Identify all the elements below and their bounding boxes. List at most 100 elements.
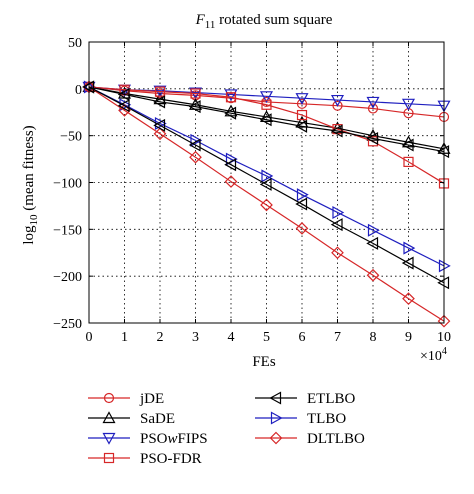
x-tick-label: 2 [157, 330, 164, 345]
legend-marker [270, 411, 283, 425]
x-axis-label: FEs [252, 354, 276, 370]
dltlbo-point [366, 268, 380, 282]
legend-marker [103, 392, 115, 404]
x-tick-label: 4 [228, 330, 235, 345]
etlbo-point [188, 100, 201, 114]
etlbo-extra-point [295, 197, 308, 211]
title-subscript: 11 [205, 19, 216, 31]
etlbo-extra-point [153, 118, 166, 132]
legend: jDE SaDE PSOwFIPS PSO-FDR ETLBO TLBO DLTLBO [88, 391, 365, 467]
psowfips-line [88, 86, 445, 107]
y-tick-label: 0 [75, 83, 82, 98]
dltlbo-point [402, 292, 415, 305]
x-tick-label: 7 [334, 330, 341, 345]
sade-point [401, 135, 416, 148]
sade-point [259, 110, 274, 123]
x-tick-label: 0 [86, 330, 93, 345]
jde-point [332, 100, 343, 111]
legend-label: PSOwFIPS [140, 431, 208, 447]
dltlbo-point [118, 104, 131, 117]
y-tick-label: −200 [53, 270, 82, 285]
psowfips-point [224, 89, 238, 102]
legend-label: TLBO [307, 411, 346, 427]
etlbo-point [401, 138, 414, 152]
dltlbo-point [295, 222, 309, 235]
psowfips-point [330, 94, 345, 107]
etlbo-point [259, 113, 272, 127]
etlbo-point [224, 106, 237, 120]
etlbo-extra-point [117, 99, 130, 113]
dltlbo-line [88, 86, 445, 322]
legend-label: SaDE [140, 411, 175, 427]
etlbo-extra-point [188, 138, 201, 152]
x-tick-label: 5 [263, 330, 270, 345]
tlbo-series [83, 80, 451, 273]
jde-point [296, 98, 308, 109]
dltlbo-point [153, 127, 167, 141]
legend-item-jde: jDE [88, 391, 164, 407]
x-tick-label: 10 [437, 330, 451, 345]
dltlbo-point [189, 150, 202, 164]
tlbo-line [88, 86, 445, 267]
pso-fdr-point [154, 86, 166, 97]
psowfips-point [295, 93, 309, 105]
x-tick-label: 3 [192, 330, 199, 345]
legend-label: jDE [139, 391, 164, 407]
legend-item-sade: SaDE [88, 411, 175, 427]
etlbo-extra-point [366, 236, 379, 250]
y-tick-label: −100 [53, 177, 82, 192]
etlbo-extra-point [224, 158, 237, 172]
dltlbo-series [82, 80, 451, 328]
series-lines [82, 80, 451, 328]
legend-item-etlbo: ETLBO [255, 391, 355, 407]
y-tick-label: −250 [53, 317, 82, 332]
legend-item-pso-fdr: PSO-FDR [88, 451, 202, 467]
pso-fdr-point [403, 156, 414, 167]
grid [89, 42, 444, 323]
pso-fdr-point [296, 109, 308, 121]
chart-title: F11 rotated sum square [195, 12, 333, 31]
etlbo-point [153, 95, 166, 109]
psowfips-point [401, 98, 416, 111]
legend-marker [102, 411, 116, 424]
jde-point [367, 103, 379, 114]
sade-point [366, 128, 380, 141]
legend-label: DLTLBO [307, 431, 365, 447]
sade-point [153, 92, 167, 105]
etlbo-point [117, 87, 130, 101]
y-tick-label: −50 [60, 130, 82, 145]
legend-label: ETLBO [307, 391, 355, 407]
etlbo-extra-point [259, 177, 272, 191]
pso-fdr-point [261, 99, 272, 110]
pso-fdr-point [190, 88, 201, 99]
legend-item-tlbo: TLBO [255, 411, 346, 427]
y-tick-label: 50 [68, 36, 82, 51]
etlbo-point [295, 119, 308, 133]
legend-label: PSO-FDR [140, 451, 202, 467]
x-tick-label: 9 [405, 330, 412, 345]
etlbo-point [366, 131, 379, 145]
legend-item-psowfips: PSOwFIPS [88, 431, 208, 447]
etlbo-extra-point [330, 218, 343, 232]
y-tick-label: −150 [53, 223, 82, 238]
legend-marker [103, 452, 115, 464]
legend-marker [269, 391, 282, 405]
y-axis-label: log10 (mean fitness) [21, 125, 40, 244]
etlbo-extra-point [401, 256, 414, 270]
legend-item-dltlbo: DLTLBO [255, 431, 365, 447]
legend-marker [102, 432, 116, 445]
psowfips-point [366, 96, 380, 109]
etlbo-extra-line [88, 86, 445, 284]
tlbo-point [332, 205, 345, 219]
dltlbo-point [260, 198, 273, 212]
etlbo-series [82, 80, 450, 159]
dltlbo-point [224, 175, 238, 188]
dltlbo-point [437, 314, 451, 328]
x-axis-multiplier: ×104 [420, 346, 447, 364]
x-tick-label: 1 [121, 330, 128, 345]
tlbo-point [261, 169, 274, 183]
etlbo-line [88, 86, 445, 153]
x-tick-label: 8 [370, 330, 377, 345]
